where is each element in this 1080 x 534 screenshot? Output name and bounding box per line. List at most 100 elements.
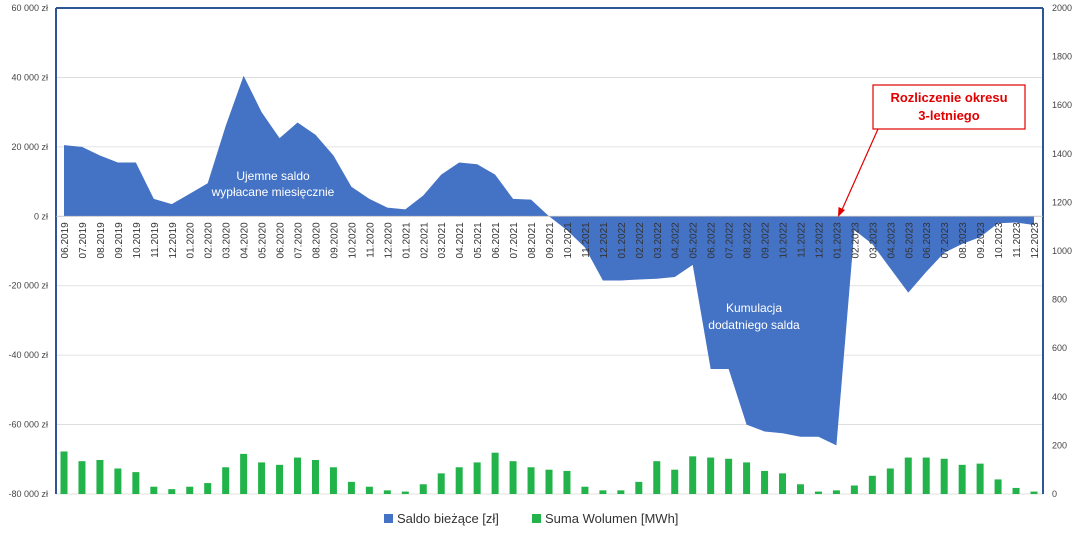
x-tick-label-11.2021: 11.2021 [581, 222, 592, 258]
x-tick-label-01.2020: 01.2020 [186, 222, 197, 259]
bar-volume-09.2019 [114, 468, 122, 494]
x-tick-label-02.2021: 02.2021 [419, 222, 430, 259]
left-axis-ticks: 60 000 zł 40 000 zł 20 000 zł 0 zł -20 000 z… [8, 3, 48, 499]
legend: Saldo bieżące [zł] Suma Wolumen [MWh] [384, 511, 678, 526]
bar-volume-02.2022 [635, 481, 643, 494]
series-saldo-area [64, 75, 1034, 446]
bar-volume-09.2021 [545, 469, 553, 494]
volume-bar-layer [60, 451, 1038, 495]
bar-volume-10.2020 [347, 481, 355, 494]
bar-volume-06.2019 [60, 451, 68, 494]
left-tick-label-1: 40 000 zł [11, 72, 48, 82]
right-tick-label-8: 400 [1052, 392, 1067, 402]
x-tick-label-03.2020: 03.2020 [222, 222, 233, 259]
left-tick-label-3: 0 zł [34, 211, 48, 221]
x-tick-label-07.2021: 07.2021 [509, 222, 520, 259]
bar-volume-06.2023 [922, 457, 930, 494]
legend-swatch-volume [532, 514, 541, 523]
x-tick-label-05.2023: 05.2023 [904, 222, 915, 259]
bar-volume-12.2022 [814, 491, 822, 494]
x-tick-label-11.2022: 11.2022 [796, 222, 807, 258]
x-tick-label-06.2021: 06.2021 [491, 222, 502, 259]
bar-volume-03.2023 [868, 475, 876, 494]
left-tick-label-0: 60 000 zł [11, 3, 48, 13]
bar-volume-12.2021 [599, 490, 607, 494]
x-tick-label-01.2022: 01.2022 [617, 222, 628, 259]
bar-volume-11.2022 [796, 484, 804, 494]
x-tick-label-08.2019: 08.2019 [96, 222, 107, 259]
x-tick-label-07.2023: 07.2023 [940, 222, 951, 259]
x-tick-label-04.2020: 04.2020 [240, 222, 251, 259]
x-tick-label-08.2020: 08.2020 [311, 222, 322, 259]
right-tick-label-6: 800 [1052, 295, 1067, 305]
x-tick-label-05.2022: 05.2022 [689, 222, 700, 259]
bar-volume-09.2020 [329, 467, 337, 494]
bar-volume-08.2021 [527, 467, 535, 494]
bar-volume-08.2023 [958, 464, 966, 494]
annotation-negative-line-2: wypłacane miesięcznie [211, 185, 335, 199]
x-tick-label-12.2023: 12.2023 [1030, 222, 1041, 259]
x-tick-label-04.2021: 04.2021 [455, 222, 466, 259]
bar-volume-03.2022 [653, 461, 661, 494]
x-tick-label-09.2022: 09.2022 [761, 222, 772, 259]
callout-line-2: 3-letniego [918, 108, 979, 123]
x-tick-label-08.2023: 08.2023 [958, 222, 969, 259]
annotation-positive-accumulation: Kumulacja dodatniego salda [708, 301, 800, 332]
right-tick-label-2: 1600 [1052, 100, 1072, 110]
legend-swatch-saldo [384, 514, 393, 523]
bar-volume-06.2020 [276, 464, 284, 494]
right-tick-label-10: 0 [1052, 489, 1057, 499]
annotation-negative-line-1: Ujemne saldo [236, 169, 310, 183]
bar-volume-05.2022 [689, 456, 697, 494]
bar-volume-02.2021 [419, 484, 427, 494]
x-tick-label-12.2020: 12.2020 [383, 222, 394, 259]
x-tick-label-12.2022: 12.2022 [814, 222, 825, 259]
x-tick-label-09.2021: 09.2021 [545, 222, 556, 259]
bar-volume-07.2021 [509, 461, 517, 494]
bar-volume-01.2022 [617, 490, 625, 494]
bar-volume-08.2022 [743, 462, 751, 494]
bar-volume-05.2021 [473, 462, 481, 494]
bar-volume-04.2023 [886, 468, 894, 494]
bar-volume-10.2021 [563, 470, 571, 494]
right-tick-label-7: 600 [1052, 343, 1067, 353]
left-tick-label-7: -80 000 zł [8, 489, 48, 499]
bar-volume-08.2019 [96, 459, 104, 494]
x-tick-label-06.2020: 06.2020 [276, 222, 287, 259]
x-tick-label-04.2023: 04.2023 [886, 222, 897, 259]
bar-volume-04.2021 [455, 467, 463, 494]
x-tick-label-10.2022: 10.2022 [779, 222, 790, 259]
x-tick-label-11.2020: 11.2020 [365, 222, 376, 258]
annotation-negative-balance: Ujemne saldo wypłacane miesięcznie [211, 169, 335, 199]
bar-volume-11.2019 [150, 486, 158, 494]
bar-volume-12.2023 [1030, 491, 1038, 494]
callout-arrow [840, 128, 879, 213]
legend-label-volume: Suma Wolumen [MWh] [545, 511, 678, 526]
left-tick-label-4: -20 000 zł [8, 281, 48, 291]
x-tick-label-01.2021: 01.2021 [401, 222, 412, 259]
x-tick-label-03.2023: 03.2023 [868, 222, 879, 259]
x-tick-label-07.2022: 07.2022 [725, 222, 736, 259]
x-tick-label-12.2021: 12.2021 [599, 222, 610, 259]
bar-volume-10.2023 [994, 479, 1002, 494]
bar-volume-11.2023 [1012, 487, 1020, 494]
x-tick-label-02.2023: 02.2023 [850, 222, 861, 259]
x-tick-label-05.2020: 05.2020 [258, 222, 269, 259]
x-tick-label-02.2022: 02.2022 [635, 222, 646, 259]
saldo-area-layer [64, 75, 1034, 446]
axes [55, 7, 1044, 494]
bar-volume-08.2020 [311, 459, 319, 494]
callout-box [872, 84, 1026, 130]
x-tick-label-05.2021: 05.2021 [473, 222, 484, 259]
x-tick-label-10.2019: 10.2019 [132, 222, 143, 259]
bar-volume-09.2022 [761, 470, 769, 494]
x-tick-label-03.2022: 03.2022 [653, 222, 664, 259]
x-tick-label-06.2019: 06.2019 [60, 222, 71, 259]
x-tick-label-11.2019: 11.2019 [150, 222, 161, 258]
bar-volume-10.2022 [779, 473, 787, 494]
x-tick-label-10.2020: 10.2020 [347, 222, 358, 259]
x-axis-ticks: 06.2019 07.2019 08.2019 09.2019 10.2019 11.20… [60, 222, 1041, 259]
bar-volume-03.2020 [222, 467, 230, 494]
bar-volume-09.2023 [976, 463, 984, 495]
x-tick-label-09.2019: 09.2019 [114, 222, 125, 259]
